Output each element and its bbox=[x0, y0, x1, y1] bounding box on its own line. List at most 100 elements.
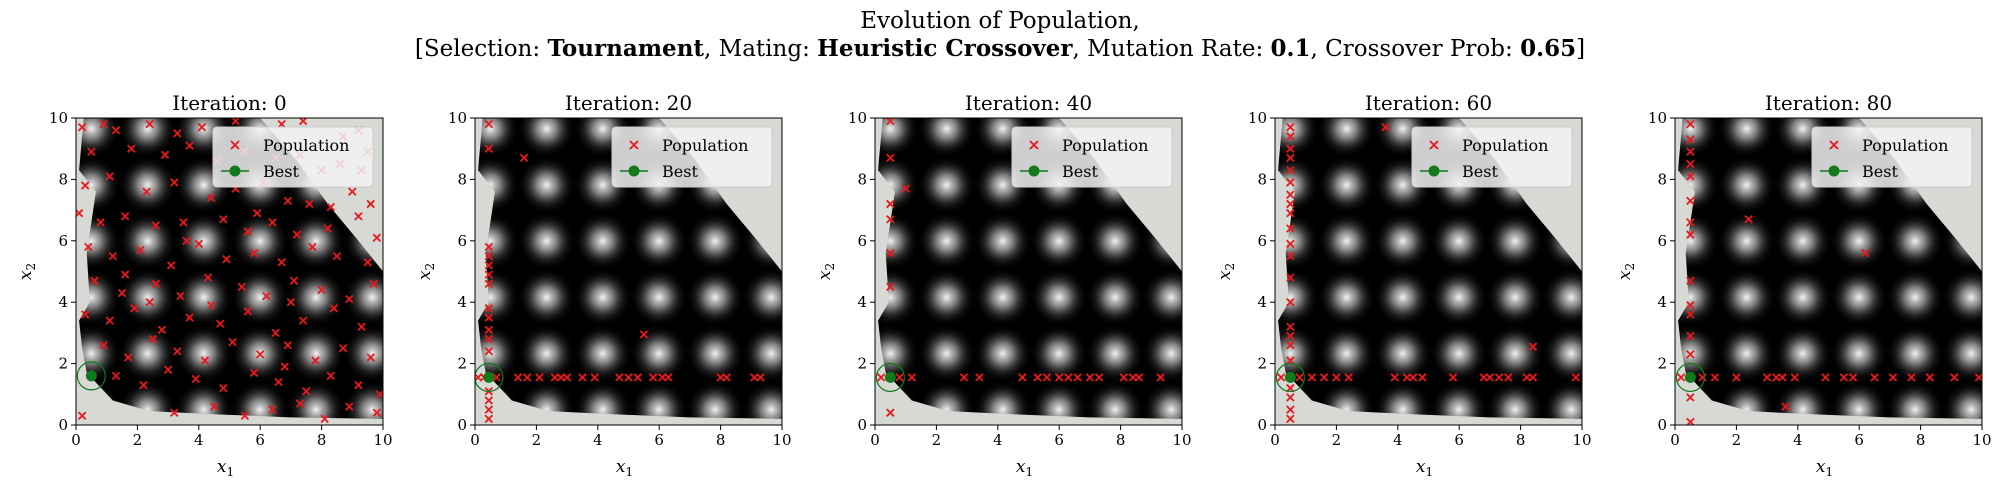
population-point bbox=[1319, 373, 1329, 382]
population-point bbox=[1286, 273, 1295, 282]
surface-peak bbox=[1717, 211, 1776, 271]
surface-peak bbox=[286, 211, 346, 271]
population-point bbox=[111, 371, 121, 381]
population-point bbox=[179, 218, 188, 227]
population-point bbox=[151, 221, 161, 230]
subplot-title: Iteration: 20 bbox=[565, 91, 692, 115]
legend-population-label: Population bbox=[1862, 136, 1948, 155]
population-point bbox=[1744, 215, 1753, 224]
selection-value: Tournament bbox=[547, 35, 705, 62]
y-axis-label-sub: 2 bbox=[24, 263, 38, 271]
y-tick-label: 8 bbox=[58, 170, 68, 188]
figure-title: Evolution of Population, bbox=[860, 8, 1140, 34]
population-point bbox=[484, 347, 494, 356]
population-point bbox=[1286, 331, 1295, 341]
surface-peak bbox=[286, 268, 346, 327]
y-tick-label: 6 bbox=[1657, 232, 1667, 250]
surface-peak bbox=[573, 380, 632, 425]
population-point bbox=[1762, 373, 1772, 382]
population-point bbox=[1286, 322, 1295, 331]
population-point bbox=[1286, 383, 1295, 393]
population-point bbox=[228, 337, 237, 347]
population-point bbox=[1286, 144, 1295, 153]
population-point bbox=[886, 408, 895, 417]
x-tick-label: 10 bbox=[772, 431, 791, 449]
population-point bbox=[1571, 373, 1581, 382]
x-tick-label: 4 bbox=[194, 431, 204, 449]
population-point bbox=[249, 248, 259, 258]
surface-peak bbox=[1142, 268, 1182, 327]
population-point bbox=[240, 411, 250, 421]
surface-peak bbox=[1317, 211, 1376, 271]
population-point bbox=[111, 126, 121, 135]
population-point bbox=[286, 297, 296, 307]
surface-peak bbox=[174, 211, 233, 271]
surface-peak bbox=[917, 155, 976, 215]
population-point bbox=[484, 242, 494, 252]
population-point bbox=[1286, 414, 1295, 424]
population-point bbox=[194, 239, 204, 249]
surface-peak bbox=[1829, 211, 1889, 271]
subplot-title: Iteration: 80 bbox=[1765, 91, 1892, 115]
surface-peak bbox=[742, 380, 782, 425]
population-point bbox=[1018, 373, 1027, 382]
x-axis-label: x1 bbox=[616, 457, 633, 479]
x-tick-label: 0 bbox=[71, 431, 81, 449]
population-point bbox=[876, 373, 886, 382]
x-tick-label: 0 bbox=[870, 431, 880, 449]
legend-best-label: Best bbox=[1862, 162, 1898, 181]
population-point bbox=[1686, 119, 1695, 129]
surface-peak bbox=[1773, 211, 1832, 271]
population-point bbox=[160, 150, 170, 160]
y-tick-label: 2 bbox=[1257, 355, 1267, 373]
x-tick-label: 2 bbox=[1332, 431, 1342, 449]
population-point bbox=[363, 258, 372, 267]
infeasible-region-lower bbox=[875, 118, 1182, 425]
surface-peak bbox=[917, 268, 976, 327]
population-point bbox=[96, 218, 105, 227]
population-markers bbox=[876, 118, 1165, 417]
population-point bbox=[1276, 373, 1286, 382]
population-point bbox=[77, 122, 87, 132]
y-tick-label: 6 bbox=[58, 232, 68, 250]
population-point bbox=[108, 251, 118, 261]
population-point bbox=[84, 242, 93, 252]
x-axis-label: x1 bbox=[217, 457, 234, 479]
y-tick-label: 2 bbox=[857, 355, 867, 373]
infeasible-region-lower bbox=[76, 118, 383, 425]
population-point bbox=[1286, 165, 1295, 175]
population-point bbox=[1950, 373, 1959, 382]
subtitle-close-bracket: ] bbox=[1576, 36, 1586, 62]
population-point bbox=[907, 373, 917, 382]
y-tick-label: 6 bbox=[457, 232, 467, 250]
population-point bbox=[366, 199, 375, 209]
population-point bbox=[219, 215, 228, 224]
best-point bbox=[483, 371, 495, 383]
mutation-value: 0.1 bbox=[1270, 35, 1311, 62]
surface-peak bbox=[1829, 380, 1889, 425]
population-point bbox=[484, 396, 494, 405]
population-point bbox=[1128, 373, 1138, 382]
population-point bbox=[311, 356, 320, 365]
population-point bbox=[252, 208, 262, 218]
population-point bbox=[90, 276, 99, 285]
population-point bbox=[1528, 373, 1538, 382]
population-point bbox=[1485, 373, 1495, 382]
population-point bbox=[1054, 373, 1064, 382]
surface-peak bbox=[174, 268, 233, 327]
x-tick-label: 8 bbox=[1916, 431, 1926, 449]
population-point bbox=[145, 297, 154, 307]
surface-peak bbox=[1717, 118, 1776, 158]
x-tick-label: 6 bbox=[1854, 431, 1864, 449]
population-point bbox=[274, 377, 283, 387]
population-point bbox=[77, 411, 87, 421]
x-tick-label: 8 bbox=[317, 431, 327, 449]
surface-peak bbox=[1029, 268, 1089, 327]
surface-peak bbox=[1675, 118, 1720, 158]
legend-best-label: Best bbox=[1062, 162, 1098, 181]
surface-peak bbox=[917, 211, 976, 271]
surface-peak bbox=[1542, 268, 1582, 327]
surface-peak bbox=[1485, 211, 1545, 271]
surface-peak bbox=[1429, 324, 1489, 383]
